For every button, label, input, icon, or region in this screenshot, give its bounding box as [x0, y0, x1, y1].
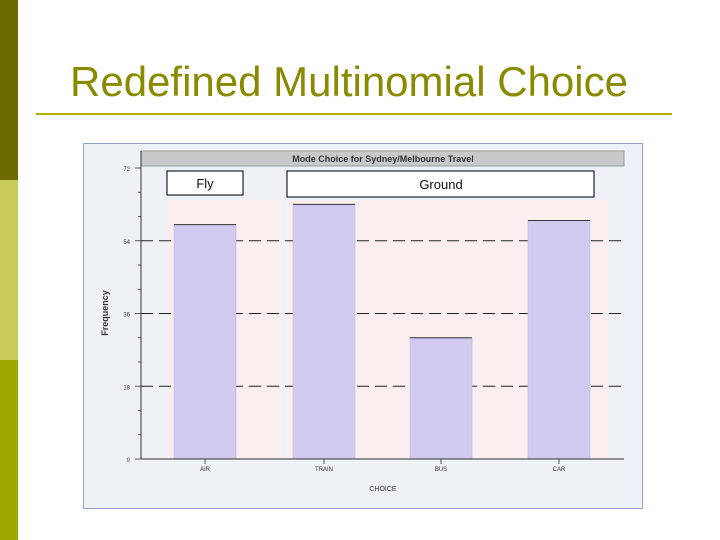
x-tick-label-car: CAR [553, 467, 566, 473]
x-tick-label-air: AIR [200, 467, 211, 473]
y-tick-label-72: 72 [123, 167, 130, 173]
title-underline [36, 113, 672, 115]
bars [173, 203, 591, 460]
decorative-band-middle [0, 180, 18, 360]
bar-car [527, 220, 591, 460]
y-tick-label-0: 0 [127, 458, 131, 464]
decorative-band-bottom [0, 360, 18, 540]
y-axis-label: Frequency [100, 290, 110, 336]
decorative-band-top [0, 0, 18, 180]
y-tick-label-36: 36 [123, 313, 130, 319]
axes: 0 18 36 54 72 AIR TRAIN BUS CAR [123, 151, 624, 473]
x-tick-label-train: TRAIN [315, 467, 333, 473]
y-tick-label-18: 18 [123, 385, 130, 391]
bar-train [292, 204, 356, 460]
bar-bus [409, 337, 473, 460]
bar-air [173, 224, 237, 460]
y-tick-label-54: 54 [123, 240, 130, 246]
group-label-fly: Fly [196, 176, 214, 191]
x-axis-label: CHOICE [369, 486, 397, 493]
group-label-ground: Ground [419, 177, 462, 192]
x-tick-label-bus: BUS [435, 467, 447, 473]
group-label-box-ground [286, 170, 595, 198]
group-label-box-fly [166, 170, 244, 196]
chart-title: Mode Choice for Sydney/Melbourne Travel [292, 154, 474, 164]
slide-title: Redefined Multinomial Choice [70, 58, 628, 105]
